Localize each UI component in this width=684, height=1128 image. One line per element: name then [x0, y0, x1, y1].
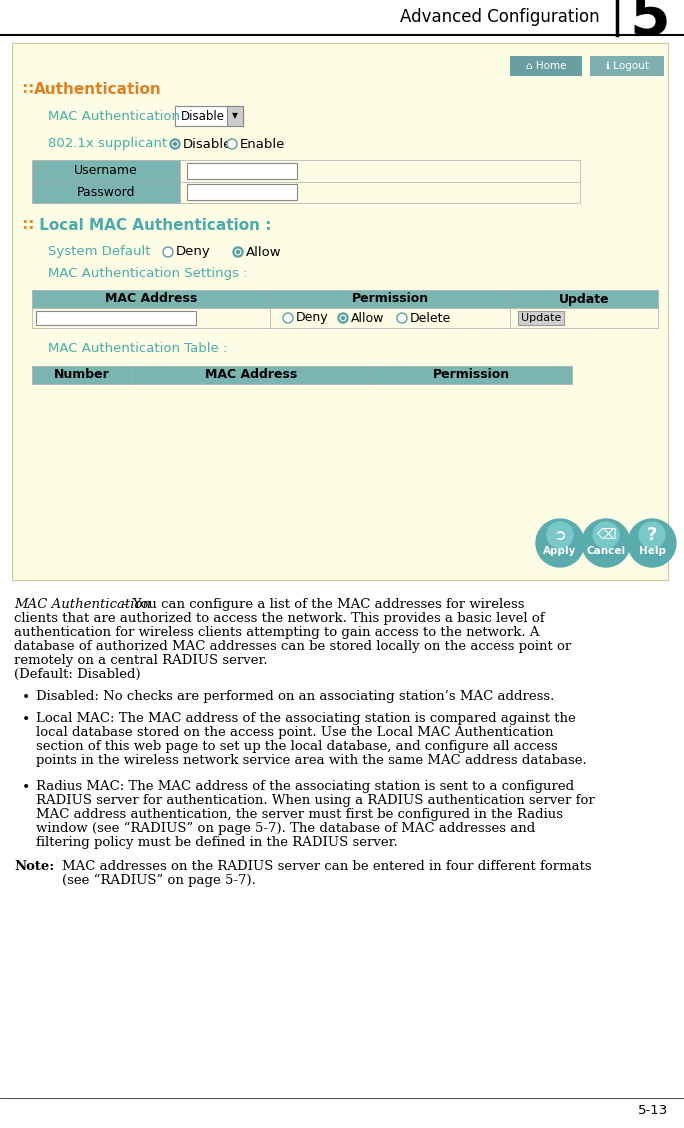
Text: Permission: Permission — [432, 369, 510, 381]
Text: Local MAC Authentication :: Local MAC Authentication : — [34, 219, 272, 233]
Text: Update: Update — [559, 292, 609, 306]
Text: ➲: ➲ — [553, 528, 566, 543]
FancyBboxPatch shape — [180, 160, 580, 203]
Circle shape — [398, 315, 406, 321]
Text: Note:: Note: — [14, 860, 54, 873]
Text: •: • — [22, 712, 30, 726]
Text: Deny: Deny — [296, 311, 328, 325]
Text: Advanced Configuration: Advanced Configuration — [400, 8, 600, 26]
Circle shape — [174, 142, 176, 146]
FancyBboxPatch shape — [175, 106, 243, 126]
Circle shape — [628, 519, 676, 567]
FancyBboxPatch shape — [32, 160, 180, 203]
Circle shape — [170, 139, 180, 149]
Text: filtering policy must be defined in the RADIUS server.: filtering policy must be defined in the … — [36, 836, 398, 849]
FancyBboxPatch shape — [12, 43, 668, 580]
Text: Disable: Disable — [183, 138, 233, 150]
FancyBboxPatch shape — [227, 106, 243, 126]
Circle shape — [582, 519, 630, 567]
Text: MAC Authentication Settings :: MAC Authentication Settings : — [48, 267, 248, 281]
Circle shape — [536, 519, 584, 567]
Circle shape — [235, 249, 241, 255]
Text: ℹ Logout: ℹ Logout — [605, 61, 648, 71]
Text: 802.1x supplicant :: 802.1x supplicant : — [48, 138, 176, 150]
Text: Allow: Allow — [246, 246, 282, 258]
FancyBboxPatch shape — [510, 56, 582, 76]
Text: ▼: ▼ — [232, 112, 238, 121]
Text: ⌂ Home: ⌂ Home — [526, 61, 566, 71]
Text: Username: Username — [74, 165, 138, 177]
FancyBboxPatch shape — [518, 311, 564, 325]
FancyBboxPatch shape — [187, 184, 297, 200]
Text: ⌫: ⌫ — [596, 528, 616, 541]
Text: (Default: Disabled): (Default: Disabled) — [14, 668, 141, 681]
Text: database of authorized MAC addresses can be stored locally on the access point o: database of authorized MAC addresses can… — [14, 640, 571, 653]
Circle shape — [593, 522, 619, 548]
Text: 5: 5 — [630, 0, 670, 46]
Circle shape — [172, 141, 178, 147]
Text: Deny: Deny — [176, 246, 211, 258]
FancyBboxPatch shape — [32, 290, 658, 308]
Text: Help: Help — [638, 546, 666, 556]
Text: Permission: Permission — [352, 292, 429, 306]
Circle shape — [237, 250, 239, 254]
Text: MAC Authentication :: MAC Authentication : — [48, 109, 189, 123]
Text: Disabled: No checks are performed on an associating station’s MAC address.: Disabled: No checks are performed on an … — [36, 690, 554, 703]
Text: MAC Authentication Table :: MAC Authentication Table : — [48, 342, 227, 354]
Text: clients that are authorized to access the network. This provides a basic level o: clients that are authorized to access th… — [14, 613, 544, 625]
Text: Local MAC: The MAC address of the associating station is compared against the: Local MAC: The MAC address of the associ… — [36, 712, 576, 725]
Text: Enable: Enable — [240, 138, 285, 150]
Text: 5-13: 5-13 — [637, 1103, 668, 1117]
Text: Update: Update — [521, 312, 561, 323]
Text: – You can configure a list of the MAC addresses for wireless: – You can configure a list of the MAC ad… — [122, 598, 525, 611]
Text: authentication for wireless clients attempting to gain access to the network. A: authentication for wireless clients atte… — [14, 626, 540, 638]
Circle shape — [397, 312, 407, 323]
Circle shape — [341, 316, 345, 319]
FancyBboxPatch shape — [36, 311, 196, 325]
Circle shape — [227, 139, 237, 149]
FancyBboxPatch shape — [590, 56, 664, 76]
FancyBboxPatch shape — [32, 308, 658, 328]
Text: Number: Number — [54, 369, 110, 381]
Text: MAC Address: MAC Address — [105, 292, 197, 306]
FancyBboxPatch shape — [187, 162, 297, 178]
Circle shape — [639, 522, 665, 548]
Circle shape — [233, 247, 243, 257]
Circle shape — [340, 315, 345, 320]
Text: points in the wireless network service area with the same MAC address database.: points in the wireless network service a… — [36, 754, 587, 767]
Circle shape — [285, 315, 291, 321]
Circle shape — [338, 312, 348, 323]
Circle shape — [283, 312, 293, 323]
Text: Radius MAC: The MAC address of the associating station is sent to a configured: Radius MAC: The MAC address of the assoc… — [36, 779, 574, 793]
Text: remotely on a central RADIUS server.: remotely on a central RADIUS server. — [14, 654, 267, 667]
Text: Password: Password — [77, 186, 135, 199]
Text: Delete: Delete — [410, 311, 451, 325]
Text: MAC addresses on the RADIUS server can be entered in four different formats: MAC addresses on the RADIUS server can b… — [62, 860, 592, 873]
Text: Apply: Apply — [543, 546, 577, 556]
Circle shape — [228, 140, 235, 148]
Text: RADIUS server for authentication. When using a RADIUS authentication server for: RADIUS server for authentication. When u… — [36, 794, 595, 807]
Text: MAC Address: MAC Address — [205, 369, 297, 381]
Circle shape — [547, 522, 573, 548]
Text: MAC Authentication: MAC Authentication — [14, 598, 151, 611]
Text: Cancel: Cancel — [586, 546, 626, 556]
Circle shape — [164, 248, 172, 256]
Text: •: • — [22, 779, 30, 794]
Text: ∷: ∷ — [22, 219, 33, 233]
Text: System Default: System Default — [48, 246, 150, 258]
Text: window (see “RADIUS” on page 5-7). The database of MAC addresses and: window (see “RADIUS” on page 5-7). The d… — [36, 822, 536, 835]
Text: Disable: Disable — [181, 109, 225, 123]
Text: •: • — [22, 690, 30, 704]
Text: ∷: ∷ — [22, 82, 33, 97]
Text: MAC address authentication, the server must first be configured in the Radius: MAC address authentication, the server m… — [36, 808, 563, 821]
Text: (see “RADIUS” on page 5-7).: (see “RADIUS” on page 5-7). — [62, 874, 256, 888]
Text: section of this web page to set up the local database, and configure all access: section of this web page to set up the l… — [36, 740, 557, 754]
Text: local database stored on the access point. Use the Local MAC Authentication: local database stored on the access poin… — [36, 726, 553, 739]
Text: ?: ? — [647, 526, 657, 544]
Text: Allow: Allow — [351, 311, 384, 325]
Circle shape — [163, 247, 173, 257]
Text: Authentication: Authentication — [34, 82, 161, 97]
FancyBboxPatch shape — [32, 365, 572, 384]
